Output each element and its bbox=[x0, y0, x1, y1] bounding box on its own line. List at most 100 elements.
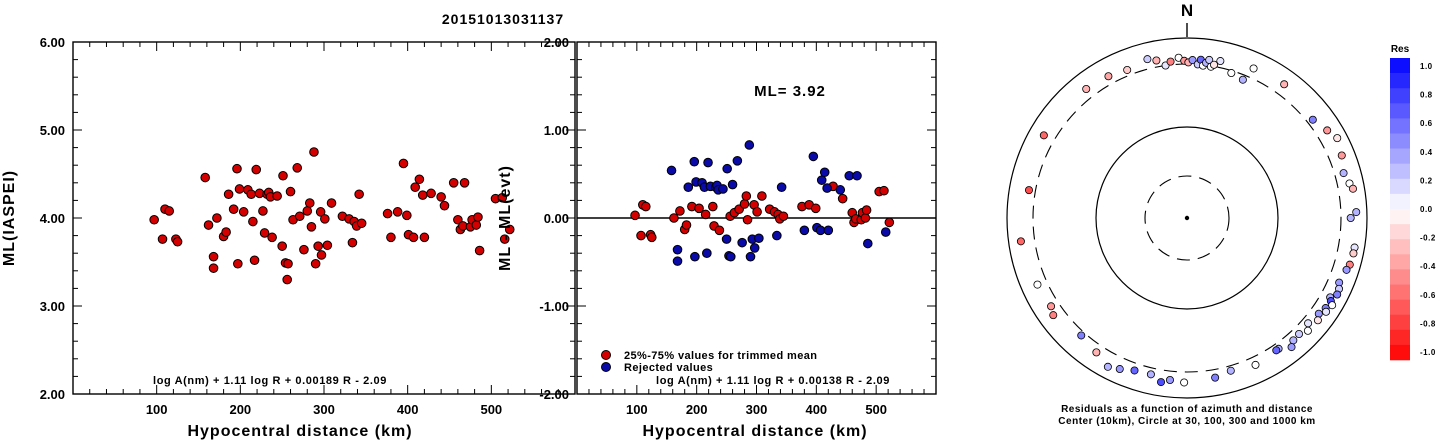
station-marker bbox=[1304, 319, 1313, 328]
station-marker bbox=[1287, 343, 1296, 352]
y-tick-label: -2.00 bbox=[539, 387, 569, 402]
data-point bbox=[799, 225, 810, 236]
figure-title: 20151013031137 bbox=[442, 11, 564, 27]
data-point bbox=[248, 216, 258, 227]
y-tick-label: 6.00 bbox=[40, 35, 65, 50]
station-marker bbox=[1039, 131, 1048, 140]
colorbar-cell bbox=[1390, 118, 1410, 134]
data-point bbox=[285, 186, 296, 197]
data-point bbox=[419, 232, 430, 243]
data-point bbox=[249, 255, 260, 266]
data-point bbox=[752, 207, 762, 217]
colorbar-label: 0.6 bbox=[1420, 119, 1433, 128]
ml-distance-panel: 100 200 300 400 500 2.00 3.00 4.00 5.00 6.00 log … bbox=[1, 35, 576, 440]
colorbar-cell bbox=[1390, 58, 1410, 74]
data-point bbox=[164, 206, 175, 216]
data-point bbox=[299, 244, 309, 255]
data-point bbox=[471, 220, 482, 230]
y-axis-label: ML(IASPEI) bbox=[1, 170, 18, 266]
ml-annotation: ML= 3.92 bbox=[754, 83, 826, 100]
data-point bbox=[694, 203, 704, 214]
data-point bbox=[732, 156, 743, 166]
legend-rejected-marker bbox=[601, 362, 611, 372]
station-marker bbox=[1157, 378, 1166, 387]
data-point bbox=[212, 213, 222, 223]
data-point bbox=[320, 214, 330, 224]
station-marker bbox=[1210, 60, 1219, 69]
y-tick-label: -1.00 bbox=[539, 299, 569, 314]
station-marker bbox=[1152, 56, 1161, 65]
station-marker bbox=[1249, 64, 1258, 73]
x-tick-label: 100 bbox=[146, 402, 168, 417]
colorbar-cell bbox=[1390, 299, 1410, 315]
data-point bbox=[258, 206, 268, 216]
data-point bbox=[408, 232, 419, 243]
residual-distance-panel: 100 200 300 400 500 -2.00 -1.00 0.00 1.00 2.00 ML… bbox=[497, 35, 937, 440]
data-point bbox=[718, 184, 728, 194]
colorbar-cell bbox=[1390, 344, 1410, 361]
data-point bbox=[208, 251, 219, 262]
circle-100km bbox=[1095, 126, 1279, 310]
colorbar-cell bbox=[1390, 133, 1410, 149]
data-point bbox=[417, 190, 428, 200]
data-point bbox=[776, 182, 787, 192]
data-point bbox=[669, 213, 679, 223]
formula-text: log A(nm) + 1.11 log R + 0.00138 R - 2.0… bbox=[656, 375, 890, 387]
colorbar-label: 0.2 bbox=[1420, 176, 1433, 185]
data-point bbox=[689, 156, 700, 167]
data-point bbox=[721, 234, 732, 244]
data-point bbox=[672, 244, 683, 255]
data-point bbox=[757, 191, 767, 201]
colorbar-cell bbox=[1390, 163, 1410, 180]
station-marker bbox=[1049, 311, 1058, 320]
station-marker bbox=[1016, 237, 1025, 246]
data-point bbox=[504, 224, 515, 235]
x-tick-label: 500 bbox=[865, 402, 887, 417]
station-marker bbox=[1323, 126, 1332, 135]
station-marker bbox=[1333, 134, 1342, 143]
data-point bbox=[880, 227, 891, 237]
x-tick-label: 200 bbox=[686, 402, 708, 417]
data-point bbox=[742, 214, 753, 225]
x-tick-label: 400 bbox=[805, 402, 827, 417]
station-marker bbox=[1251, 360, 1260, 369]
data-point bbox=[675, 206, 685, 216]
data-point bbox=[473, 212, 483, 222]
colorbar-label: -0.4 bbox=[1420, 262, 1436, 271]
data-point bbox=[232, 163, 242, 174]
data-point bbox=[382, 208, 393, 219]
station-marker bbox=[1280, 80, 1289, 89]
data-point bbox=[149, 214, 159, 225]
data-point bbox=[172, 236, 183, 247]
data-point bbox=[402, 210, 412, 221]
data-point bbox=[690, 251, 700, 262]
data-points bbox=[149, 147, 515, 285]
colorbar-cell bbox=[1390, 224, 1410, 240]
colorbar-cell bbox=[1390, 73, 1410, 89]
data-point bbox=[234, 184, 245, 194]
colorbar-cell bbox=[1390, 103, 1410, 119]
north-label: N bbox=[1181, 1, 1193, 20]
data-point bbox=[313, 241, 323, 251]
x-tick-label: 300 bbox=[313, 402, 335, 417]
colorbar-cell bbox=[1390, 209, 1410, 225]
colorbar-cell bbox=[1390, 269, 1410, 285]
data-point bbox=[426, 188, 436, 199]
colorbar-label: -0.6 bbox=[1420, 291, 1436, 300]
station-marker bbox=[1313, 316, 1322, 325]
data-point bbox=[304, 198, 315, 208]
data-point bbox=[837, 193, 848, 204]
data-point bbox=[819, 167, 830, 178]
colorbar-label: -1.0 bbox=[1420, 348, 1436, 357]
polar-caption-line1: Residuals as a function of azimuth and d… bbox=[1061, 404, 1313, 415]
data-point bbox=[228, 204, 239, 214]
station-marker bbox=[1130, 366, 1139, 375]
station-marker bbox=[1165, 375, 1174, 384]
x-tick-label: 300 bbox=[746, 402, 768, 417]
station-marker bbox=[1047, 302, 1056, 311]
data-point bbox=[630, 210, 640, 221]
y-tick-label: 0.00 bbox=[544, 211, 569, 226]
y-tick-label: 1.00 bbox=[544, 123, 569, 138]
station-marker bbox=[1146, 370, 1155, 379]
data-point bbox=[208, 263, 219, 273]
